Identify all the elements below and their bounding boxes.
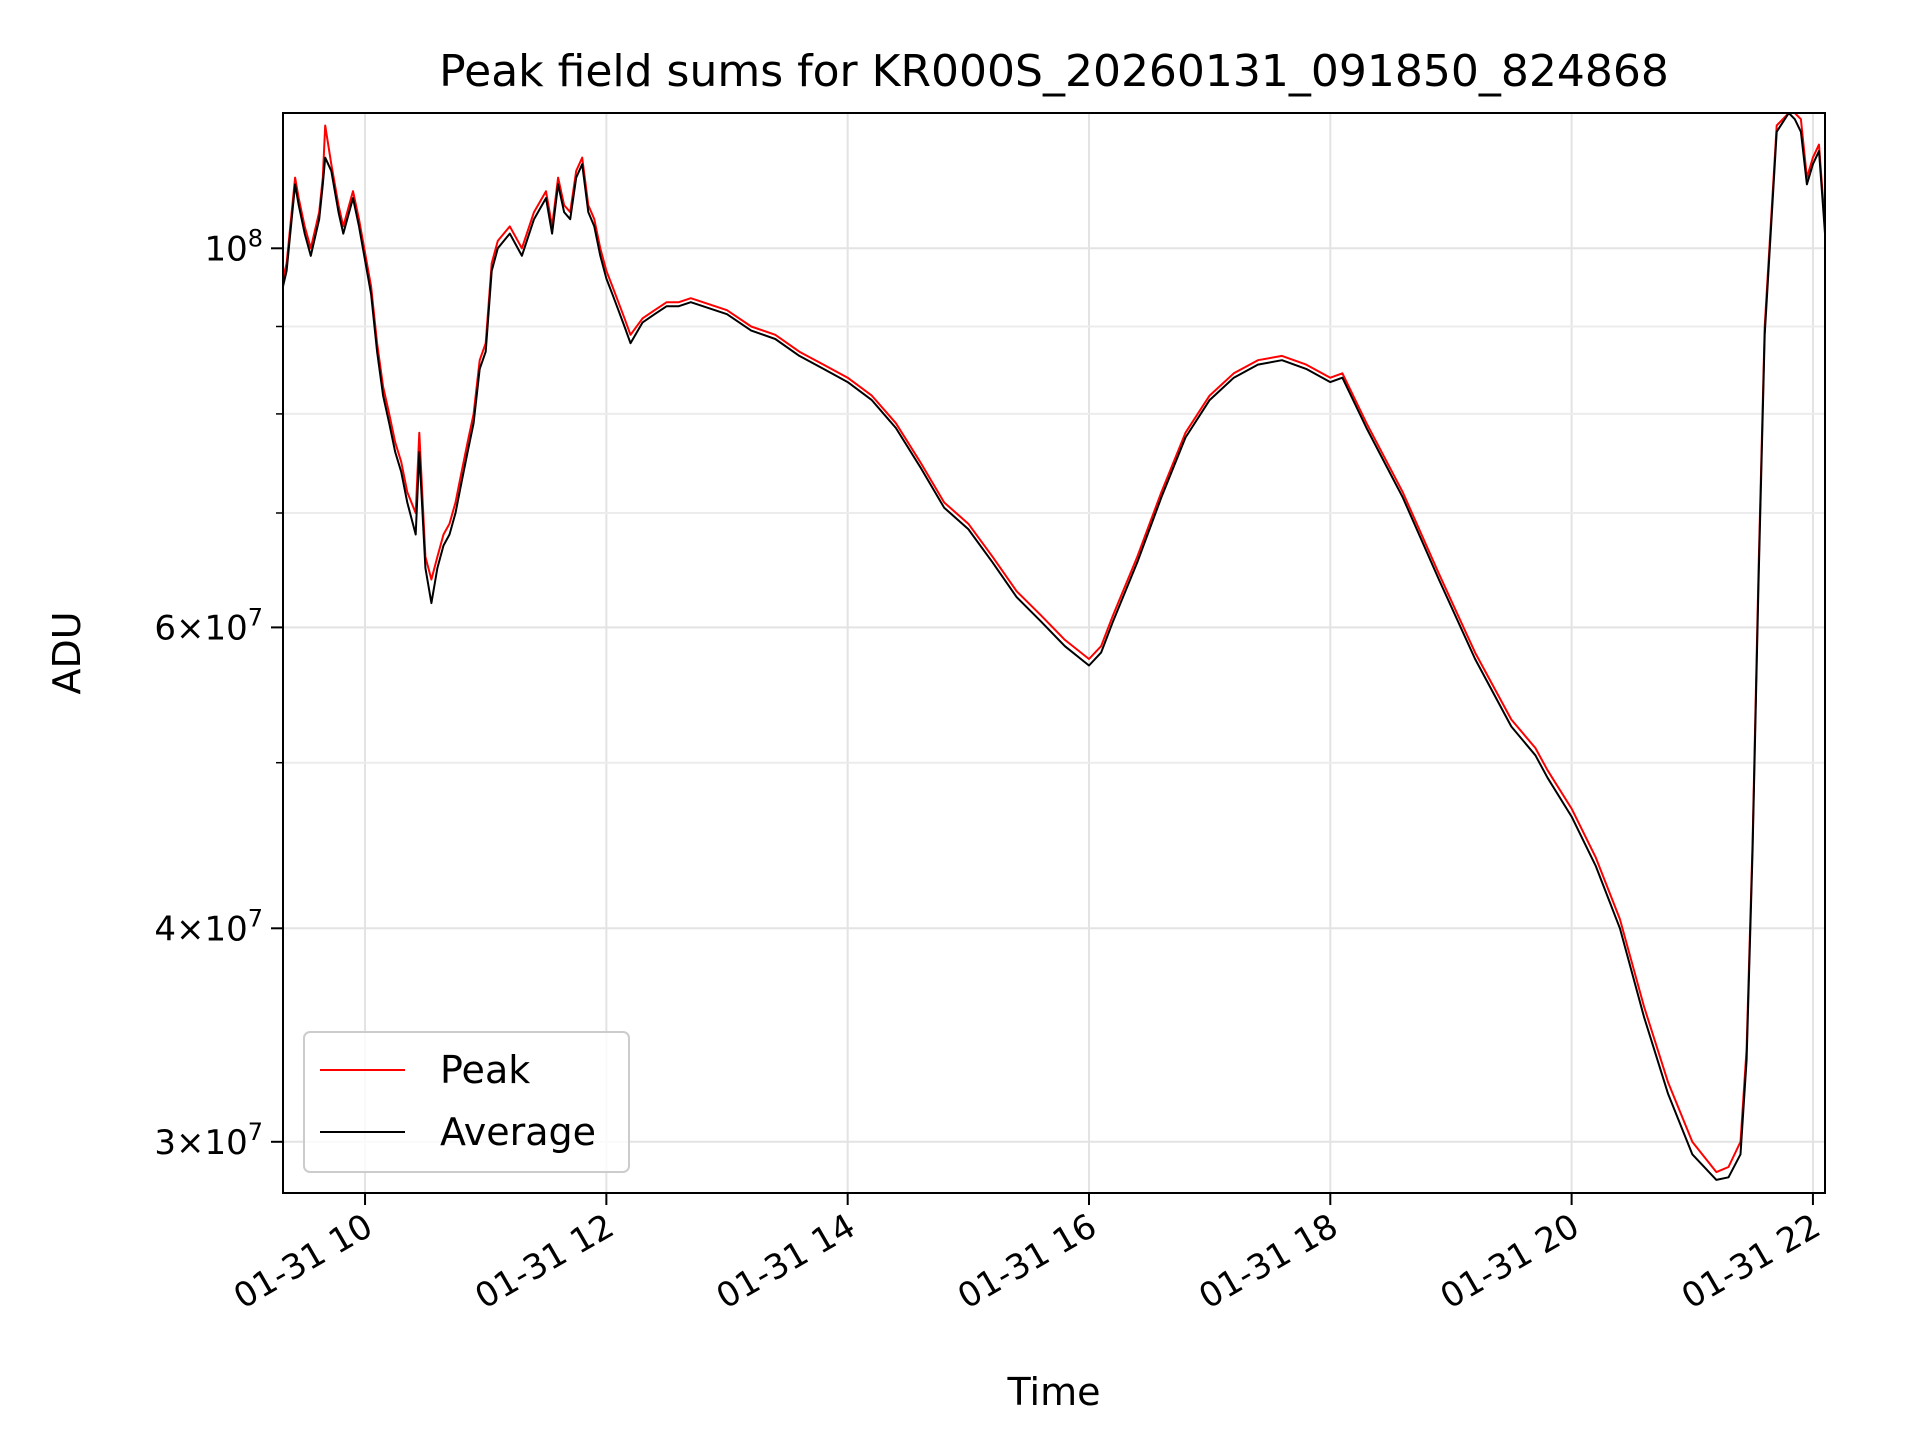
y-tick-label: 4×107	[154, 904, 263, 949]
legend-frame	[303, 1031, 630, 1173]
plot-frame	[282, 112, 1826, 1194]
y-axis-label: ADU	[45, 611, 89, 694]
legend-label-average: Average	[440, 1110, 596, 1154]
line-layer	[282, 112, 1826, 1181]
x-axis-label: Time	[1007, 1370, 1101, 1414]
y-tick-label: 6×107	[154, 603, 263, 648]
series-line-peak	[282, 112, 1826, 1174]
legend: Peak Average	[303, 1031, 630, 1173]
series-line-average	[282, 112, 1826, 1181]
y-tick-label: 108	[204, 224, 263, 269]
y-tick-label: 3×107	[154, 1118, 263, 1163]
legend-label-peak: Peak	[440, 1048, 530, 1092]
chart-title: Peak field sums for KR000S_20260131_0918…	[439, 46, 1669, 97]
